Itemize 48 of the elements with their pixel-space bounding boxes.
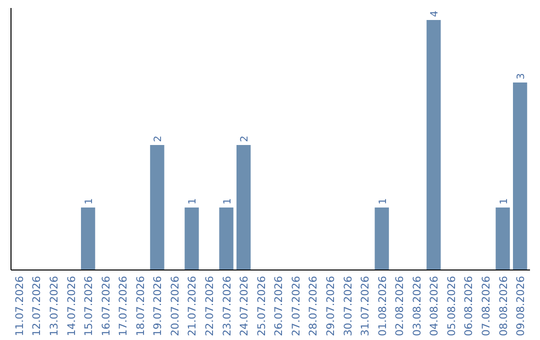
x-tick-label: 08.08.2026: [498, 276, 510, 336]
x-tick-label: 19.07.2026: [152, 276, 164, 336]
x-tick-label: 14.07.2026: [66, 276, 78, 336]
x-tick-label: 12.07.2026: [31, 276, 44, 336]
x-tick-label: 16.07.2026: [100, 276, 112, 336]
bar: [184, 208, 199, 270]
data-label: 1: [222, 198, 234, 204]
x-tick-label: 01.08.2026: [376, 276, 389, 336]
data-label: 3: [516, 73, 528, 80]
x-tick-label: 31.07.2026: [360, 276, 372, 336]
data-label: 2: [153, 136, 164, 142]
x-tick-label: 03.08.2026: [411, 276, 424, 336]
bar: [80, 208, 96, 270]
data-label: 2: [240, 136, 251, 142]
x-tick-label: 06.08.2026: [463, 276, 476, 336]
data-label: 4: [430, 10, 441, 17]
bar: [236, 145, 251, 270]
x-tick-label: 23.07.2026: [221, 276, 234, 336]
bar: [426, 20, 441, 270]
x-tick-label: 21.07.2026: [186, 276, 199, 336]
x-tick-label: 28.07.2026: [308, 276, 320, 336]
x-tick-label: 25.07.2026: [256, 276, 268, 336]
data-label: 1: [378, 198, 389, 204]
x-tick-label: 09.08.2026: [515, 276, 528, 336]
bar: [150, 145, 164, 270]
bar: [496, 208, 510, 270]
x-tick-label: 02.08.2026: [394, 276, 406, 336]
x-tick-label: 18.07.2026: [134, 276, 147, 336]
x-tick-label: 15.07.2026: [83, 276, 96, 336]
x-tick-label: 30.07.2026: [342, 276, 354, 336]
bar: [219, 208, 234, 270]
x-tick-label: 04.08.2026: [428, 276, 441, 336]
x-tick-label: 05.08.2026: [446, 276, 458, 336]
data-label: 1: [498, 198, 510, 204]
x-tick-label: 07.08.2026: [480, 276, 492, 336]
x-tick-label: 22.07.2026: [204, 276, 216, 336]
bar: [512, 82, 528, 270]
x-tick-label: 20.07.2026: [169, 276, 182, 336]
x-tick-label: 27.07.2026: [290, 276, 302, 336]
x-tick-label: 26.07.2026: [273, 276, 286, 336]
x-tick-label: 17.07.2026: [118, 276, 130, 336]
x-tick-label: 29.07.2026: [324, 276, 337, 336]
x-tick-label: 13.07.2026: [48, 276, 61, 336]
bar: [374, 208, 389, 270]
x-tick-label: 11.07.2026: [14, 276, 26, 336]
x-tick-label: 24.07.2026: [238, 276, 251, 336]
data-label: 1: [84, 198, 96, 204]
data-label: 1: [188, 198, 199, 204]
